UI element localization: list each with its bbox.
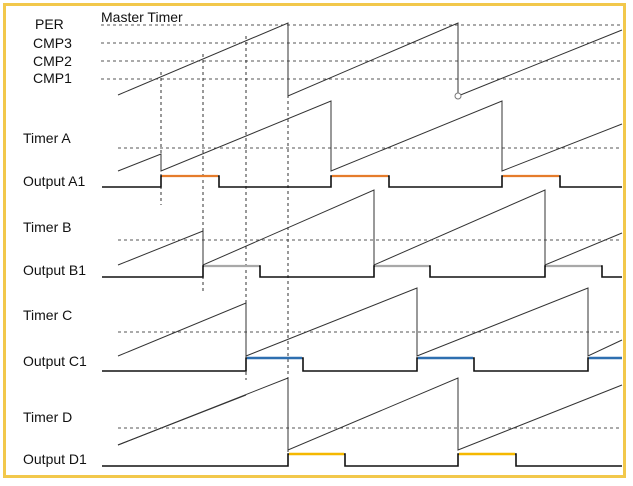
level-label-per: PER — [35, 16, 64, 32]
master-timer-title: Master Timer — [101, 9, 183, 25]
timer-b-sawtooth — [117, 189, 623, 266]
output-d1-label: Output D1 — [23, 451, 87, 467]
level-label-cmp1: CMP1 — [33, 70, 72, 86]
reset-marker — [454, 92, 462, 100]
output-a1-label: Output A1 — [23, 173, 85, 189]
master-ramp — [117, 22, 623, 97]
level-label-cmp2: CMP2 — [33, 53, 72, 69]
sync-lines — [160, 23, 289, 460]
output-c1-label: Output C1 — [23, 353, 87, 369]
timer-d-label: Timer D — [23, 409, 72, 425]
timer-c-sawtooth — [117, 287, 623, 357]
output-c1-baseline — [102, 357, 622, 372]
output-d1-baseline — [102, 453, 622, 467]
timer-a-sawtooth — [117, 100, 623, 172]
master-sawtooth — [117, 22, 623, 97]
level-label-cmp3: CMP3 — [33, 35, 72, 51]
output-a1-baseline — [102, 175, 622, 188]
timer-b-label: Timer B — [23, 219, 71, 235]
master-level-lines — [101, 24, 622, 80]
timer-d-sawtooth — [117, 377, 623, 451]
output-b1-label: Output B1 — [23, 262, 86, 278]
timer-c-label: Timer C — [23, 307, 72, 323]
timer-a-label: Timer A — [23, 130, 71, 146]
output-b1-baseline — [102, 265, 622, 278]
